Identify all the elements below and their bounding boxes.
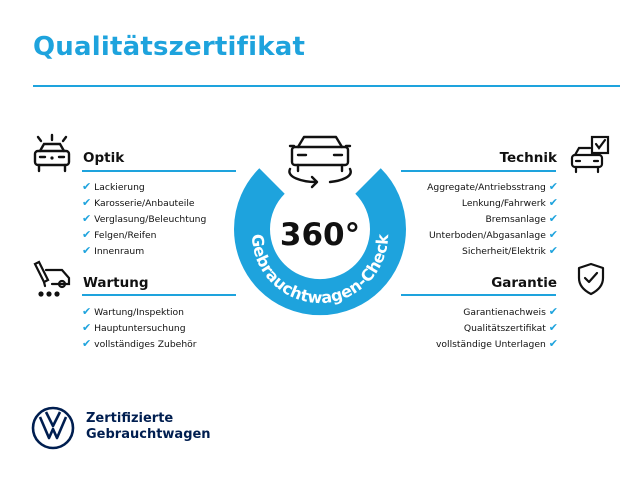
- list-item: vollständige Unterlagen ✔: [435, 337, 558, 350]
- section-title-technik: Technik: [499, 150, 557, 166]
- section-title-optik: Optik: [83, 150, 125, 166]
- section-divider: [82, 294, 236, 296]
- page-title: Qualitätszertifikat: [33, 32, 306, 62]
- technik-list: Aggregate/Antriebsstrang ✔ Lenkung/Fahrw…: [427, 179, 558, 259]
- car-rotate-icon: [288, 135, 352, 189]
- car-checklist-icon: [570, 135, 610, 174]
- car-lights-icon: [33, 133, 71, 173]
- brand-name: Zertifizierte Gebrauchtwagen: [86, 411, 211, 442]
- section-divider: [82, 170, 236, 172]
- list-item: Aggregate/Antriebsstrang ✔: [427, 180, 558, 193]
- shield-check-icon: [577, 262, 605, 296]
- vw-logo: [31, 406, 75, 450]
- value-360: 360°: [280, 217, 360, 253]
- check-360-badge: Gebrauchtwagen-Check 360°: [234, 135, 406, 316]
- section-divider: [401, 170, 556, 172]
- garantie-list: Garantienachweis ✔ Qualitätszertifikat ✔…: [436, 304, 558, 352]
- list-item: ✔ Felgen/Reifen: [82, 228, 157, 241]
- title-divider: [33, 85, 620, 87]
- ring-arc: [234, 168, 406, 316]
- wartung-list: ✔ Wartung/Inspektion ✔ Hauptuntersuchung…: [82, 304, 197, 352]
- list-item: ✔ Innenraum: [82, 244, 145, 257]
- list-item: ✔ Verglasung/Beleuchtung: [82, 212, 207, 225]
- list-item: Lenkung/Fahrwerk ✔: [461, 196, 558, 209]
- list-item: ✔ Lackierung: [82, 180, 145, 193]
- optik-list: ✔ Lackierung ✔ Karosserie/Anbauteile ✔ V…: [82, 179, 206, 259]
- list-item: Bremsanlage ✔: [485, 212, 558, 225]
- service-van-icon: [33, 260, 71, 297]
- list-item: ✔ Wartung/Inspektion: [82, 305, 184, 318]
- list-item: Unterboden/Abgasanlage ✔: [428, 228, 558, 241]
- list-item: ✔ Karosserie/Anbauteile: [82, 196, 195, 209]
- section-title-garantie: Garantie: [491, 275, 557, 291]
- section-divider: [401, 294, 556, 296]
- list-item: Garantienachweis ✔: [463, 305, 558, 318]
- list-item: Sicherheit/Elektrik ✔: [462, 244, 558, 257]
- list-item: ✔ vollständiges Zubehör: [82, 337, 197, 350]
- list-item: Qualitätszertifikat ✔: [463, 321, 558, 334]
- list-item: ✔ Hauptuntersuchung: [82, 321, 186, 334]
- section-title-wartung: Wartung: [83, 275, 149, 291]
